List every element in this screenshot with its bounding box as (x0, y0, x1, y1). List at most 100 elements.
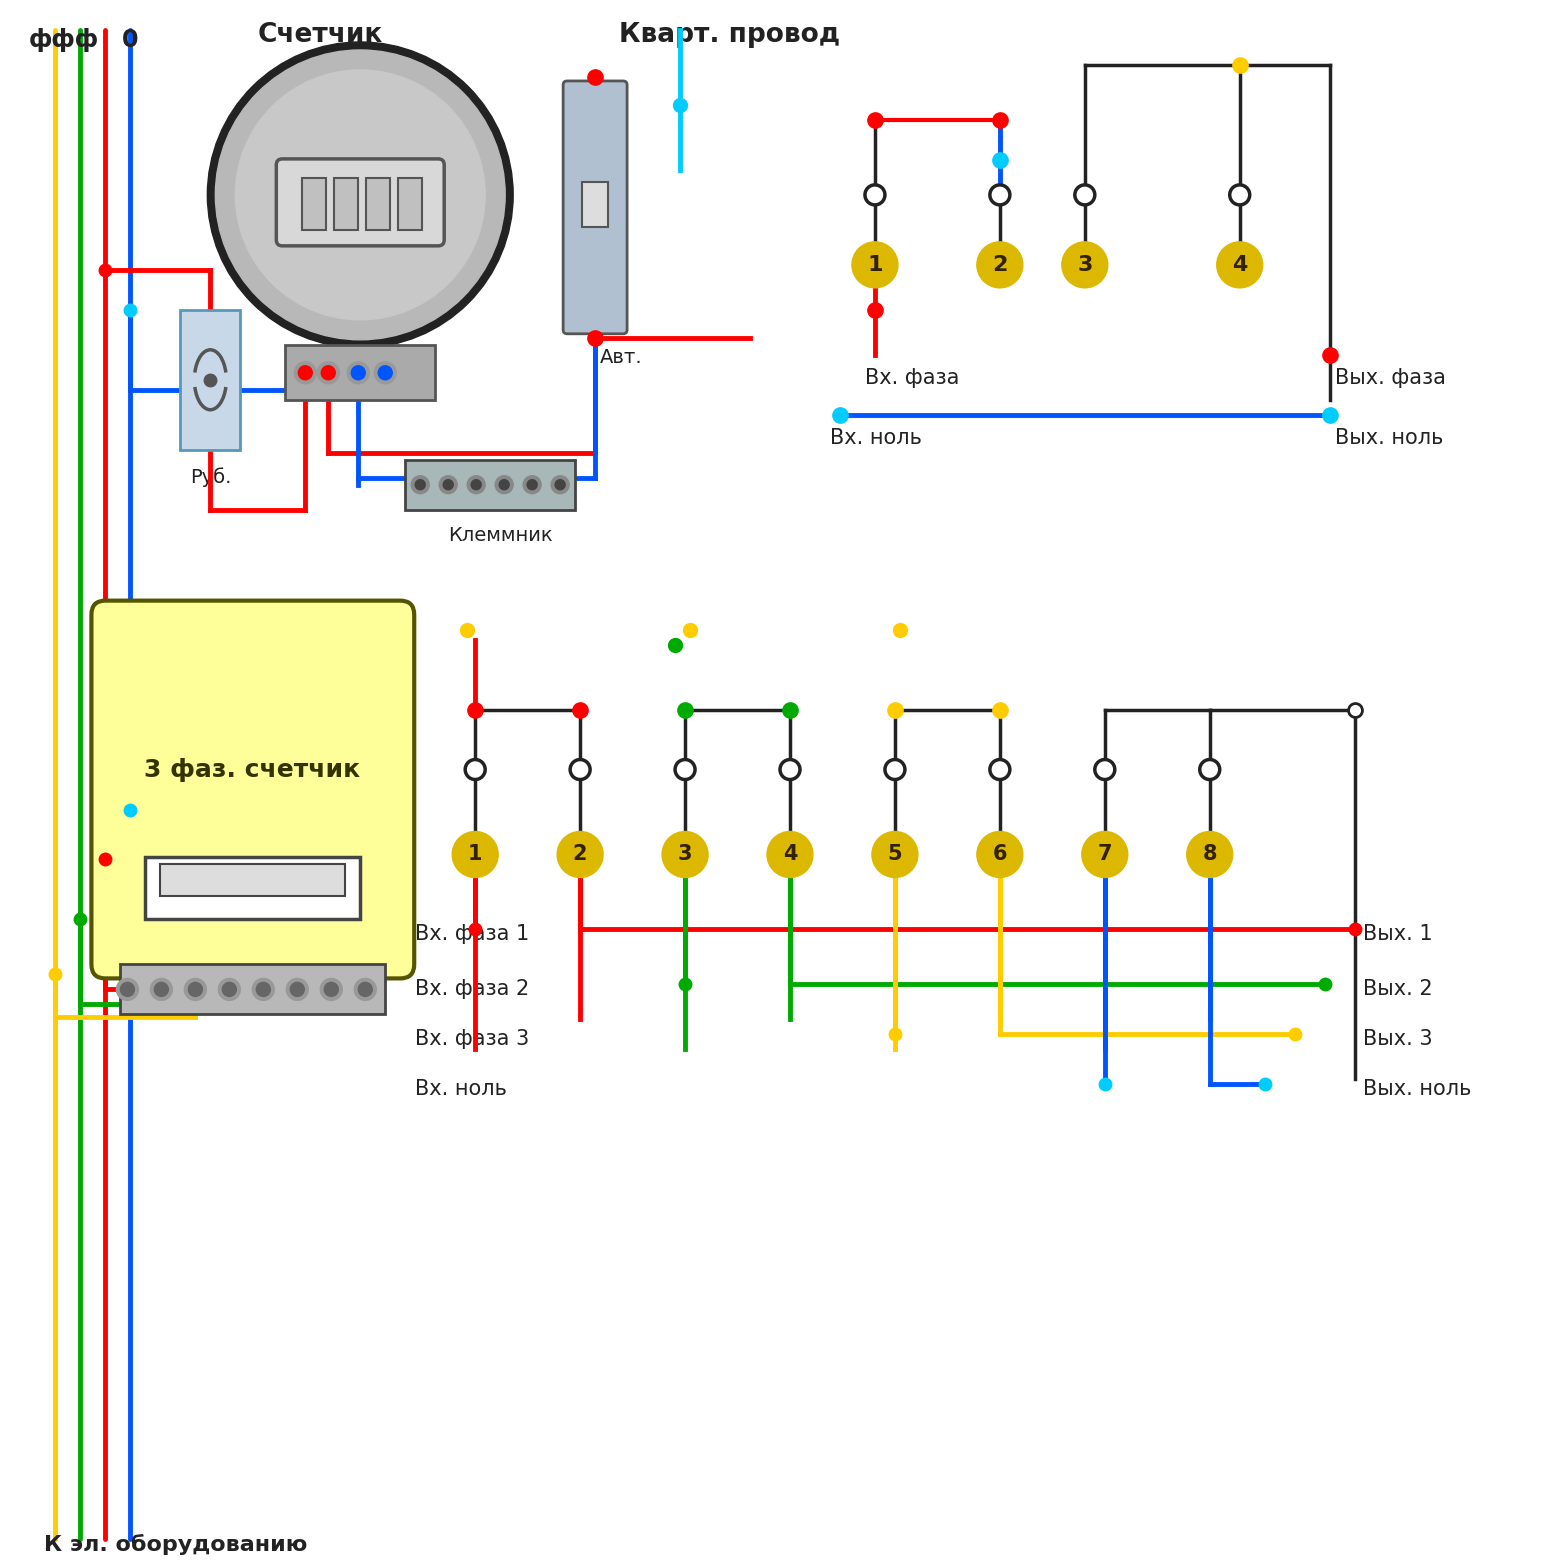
Circle shape (374, 362, 396, 384)
Circle shape (359, 982, 373, 996)
FancyBboxPatch shape (92, 601, 415, 979)
Text: 5: 5 (888, 845, 902, 865)
Text: 0: 0 (122, 28, 139, 52)
Text: Авт.: Авт. (601, 348, 643, 367)
Circle shape (465, 760, 485, 779)
Circle shape (354, 979, 376, 1001)
Circle shape (675, 760, 696, 779)
Circle shape (527, 479, 537, 490)
Text: Вх. ноль: Вх. ноль (415, 1079, 507, 1099)
Text: Вх. фаза 3: Вх. фаза 3 (415, 1029, 529, 1049)
Circle shape (324, 982, 339, 996)
Circle shape (1081, 832, 1128, 877)
Circle shape (864, 184, 885, 204)
Circle shape (555, 479, 565, 490)
Circle shape (223, 982, 236, 996)
Circle shape (154, 982, 168, 996)
Text: 3 фаз. счетчик: 3 фаз. счетчик (144, 757, 360, 782)
Text: Вых. ноль: Вых. ноль (1362, 1079, 1471, 1099)
Circle shape (256, 982, 270, 996)
Text: 3: 3 (1076, 254, 1092, 275)
Text: Вых. 1: Вых. 1 (1362, 924, 1432, 944)
Text: 4: 4 (1232, 254, 1248, 275)
Circle shape (215, 50, 505, 340)
Circle shape (287, 979, 309, 1001)
Text: Вых. фаза: Вых. фаза (1335, 368, 1446, 387)
Circle shape (569, 760, 590, 779)
Circle shape (1062, 242, 1108, 287)
Circle shape (499, 479, 509, 490)
Circle shape (1187, 832, 1232, 877)
Circle shape (189, 982, 203, 996)
Circle shape (218, 979, 240, 1001)
Circle shape (872, 832, 917, 877)
Circle shape (780, 760, 800, 779)
Text: Кварт. провод: Кварт. провод (619, 22, 841, 48)
Bar (285, 345, 435, 400)
Text: Вх. ноль: Вх. ноль (830, 428, 922, 448)
Text: ффф: ффф (28, 28, 98, 52)
Text: Счетчик: Счетчик (257, 22, 382, 48)
Circle shape (320, 979, 342, 1001)
FancyBboxPatch shape (276, 159, 445, 245)
Text: Вх. фаза 1: Вх. фаза 1 (415, 924, 529, 944)
Circle shape (236, 70, 485, 320)
Circle shape (1200, 760, 1220, 779)
Circle shape (885, 760, 905, 779)
Circle shape (1217, 242, 1262, 287)
Circle shape (317, 362, 339, 384)
Bar (406, 460, 576, 510)
Circle shape (1229, 184, 1250, 204)
Bar (120, 965, 385, 1015)
Text: 3: 3 (677, 845, 693, 865)
Text: 2: 2 (992, 254, 1008, 275)
Text: 1: 1 (468, 845, 482, 865)
Circle shape (443, 479, 454, 490)
Circle shape (852, 242, 899, 287)
Text: Вых. 2: Вых. 2 (1362, 979, 1432, 999)
Bar (334, 178, 359, 229)
Circle shape (348, 362, 370, 384)
Circle shape (207, 42, 513, 348)
Circle shape (184, 979, 206, 1001)
Circle shape (412, 476, 429, 493)
Circle shape (440, 476, 457, 493)
Bar (303, 178, 326, 229)
Circle shape (415, 479, 426, 490)
Circle shape (466, 476, 485, 493)
Bar (145, 857, 360, 919)
Text: К эл. оборудованию: К эл. оборудованию (44, 1534, 307, 1555)
Circle shape (977, 832, 1023, 877)
Circle shape (298, 365, 312, 379)
Circle shape (991, 760, 1009, 779)
Circle shape (495, 476, 513, 493)
Text: 1: 1 (867, 254, 883, 275)
Text: Вх. фаза 2: Вх. фаза 2 (415, 979, 529, 999)
Circle shape (661, 832, 708, 877)
Text: 8: 8 (1203, 845, 1217, 865)
Text: Руб.: Руб. (190, 468, 231, 487)
Circle shape (1095, 760, 1115, 779)
Circle shape (253, 979, 275, 1001)
Circle shape (295, 362, 317, 384)
Bar (181, 309, 240, 450)
Circle shape (991, 184, 1009, 204)
Bar (367, 178, 390, 229)
Text: Вх. фаза: Вх. фаза (864, 368, 959, 387)
Text: 4: 4 (783, 845, 797, 865)
Text: 7: 7 (1098, 845, 1112, 865)
Circle shape (321, 365, 335, 379)
Circle shape (378, 365, 392, 379)
Circle shape (117, 979, 139, 1001)
Circle shape (351, 365, 365, 379)
Circle shape (150, 979, 172, 1001)
Text: Вых. 3: Вых. 3 (1362, 1029, 1432, 1049)
Text: Клеммник: Клеммник (448, 526, 552, 545)
Bar (398, 178, 423, 229)
Circle shape (290, 982, 304, 996)
Circle shape (471, 479, 480, 490)
Text: 6: 6 (992, 845, 1008, 865)
Circle shape (557, 832, 604, 877)
Bar (161, 865, 345, 896)
Text: Вых. ноль: Вых. ноль (1335, 428, 1443, 448)
